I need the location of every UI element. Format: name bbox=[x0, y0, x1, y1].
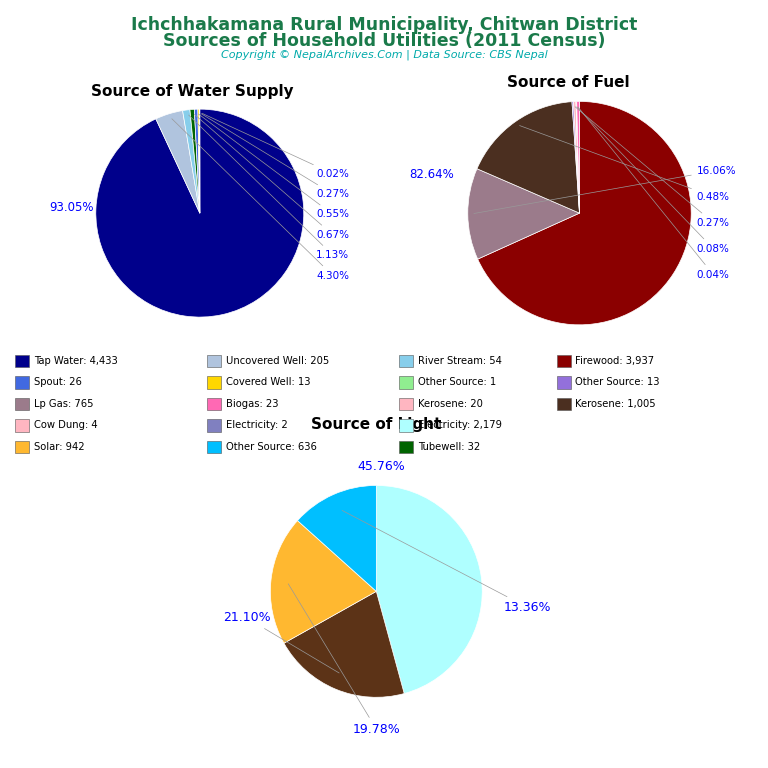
Text: Spout: 26: Spout: 26 bbox=[34, 377, 81, 388]
Text: 0.04%: 0.04% bbox=[578, 107, 730, 280]
Wedge shape bbox=[190, 109, 200, 214]
Wedge shape bbox=[477, 101, 580, 213]
Text: Electricity: 2: Electricity: 2 bbox=[226, 420, 287, 431]
Text: 93.05%: 93.05% bbox=[49, 201, 94, 214]
Text: 13.36%: 13.36% bbox=[342, 511, 551, 614]
Wedge shape bbox=[572, 101, 580, 213]
Text: 45.76%: 45.76% bbox=[358, 460, 406, 473]
Text: 0.27%: 0.27% bbox=[201, 114, 349, 199]
Text: Uncovered Well: 205: Uncovered Well: 205 bbox=[226, 356, 329, 366]
Wedge shape bbox=[576, 101, 580, 213]
Wedge shape bbox=[376, 485, 482, 694]
Text: Covered Well: 13: Covered Well: 13 bbox=[226, 377, 310, 388]
Title: Source of Fuel: Source of Fuel bbox=[507, 75, 630, 91]
Wedge shape bbox=[284, 591, 404, 697]
Text: 0.08%: 0.08% bbox=[577, 107, 730, 253]
Text: River Stream: 54: River Stream: 54 bbox=[418, 356, 502, 366]
Wedge shape bbox=[574, 101, 580, 213]
Wedge shape bbox=[194, 109, 200, 214]
Text: 19.78%: 19.78% bbox=[288, 584, 400, 736]
Text: Firewood: 3,937: Firewood: 3,937 bbox=[575, 356, 654, 366]
Text: Tubewell: 32: Tubewell: 32 bbox=[418, 442, 480, 452]
Text: Kerosene: 1,005: Kerosene: 1,005 bbox=[575, 399, 656, 409]
Text: 21.10%: 21.10% bbox=[223, 611, 339, 673]
Text: 0.02%: 0.02% bbox=[202, 114, 349, 179]
Wedge shape bbox=[270, 521, 376, 643]
Wedge shape bbox=[156, 111, 200, 214]
Text: 82.64%: 82.64% bbox=[409, 167, 455, 180]
Wedge shape bbox=[576, 101, 580, 213]
Wedge shape bbox=[183, 110, 200, 214]
Text: Tap Water: 4,433: Tap Water: 4,433 bbox=[34, 356, 118, 366]
Title: Source of Light: Source of Light bbox=[311, 418, 442, 432]
Text: 0.27%: 0.27% bbox=[575, 107, 730, 227]
Wedge shape bbox=[96, 109, 304, 317]
Text: Other Source: 1: Other Source: 1 bbox=[418, 377, 496, 388]
Text: 1.13%: 1.13% bbox=[189, 115, 349, 260]
Text: 4.30%: 4.30% bbox=[172, 119, 349, 280]
Text: Solar: 942: Solar: 942 bbox=[34, 442, 84, 452]
Text: Ichchhakamana Rural Municipality, Chitwan District: Ichchhakamana Rural Municipality, Chitwa… bbox=[131, 16, 637, 34]
Text: Sources of Household Utilities (2011 Census): Sources of Household Utilities (2011 Cen… bbox=[163, 32, 605, 50]
Text: Kerosene: 20: Kerosene: 20 bbox=[418, 399, 482, 409]
Text: Other Source: 13: Other Source: 13 bbox=[575, 377, 660, 388]
Text: Biogas: 23: Biogas: 23 bbox=[226, 399, 278, 409]
Text: Lp Gas: 765: Lp Gas: 765 bbox=[34, 399, 93, 409]
Text: Other Source: 636: Other Source: 636 bbox=[226, 442, 316, 452]
Title: Source of Water Supply: Source of Water Supply bbox=[91, 84, 293, 98]
Text: Cow Dung: 4: Cow Dung: 4 bbox=[34, 420, 98, 431]
Text: Electricity: 2,179: Electricity: 2,179 bbox=[418, 420, 502, 431]
Wedge shape bbox=[478, 101, 691, 325]
Text: 0.67%: 0.67% bbox=[194, 114, 349, 240]
Wedge shape bbox=[577, 101, 580, 213]
Wedge shape bbox=[468, 169, 580, 259]
Text: 0.48%: 0.48% bbox=[520, 125, 730, 202]
Text: 0.55%: 0.55% bbox=[198, 114, 349, 220]
Text: 16.06%: 16.06% bbox=[474, 166, 737, 214]
Text: Copyright © NepalArchives.Com | Data Source: CBS Nepal: Copyright © NepalArchives.Com | Data Sou… bbox=[220, 50, 548, 61]
Wedge shape bbox=[297, 485, 376, 591]
Wedge shape bbox=[198, 109, 200, 214]
